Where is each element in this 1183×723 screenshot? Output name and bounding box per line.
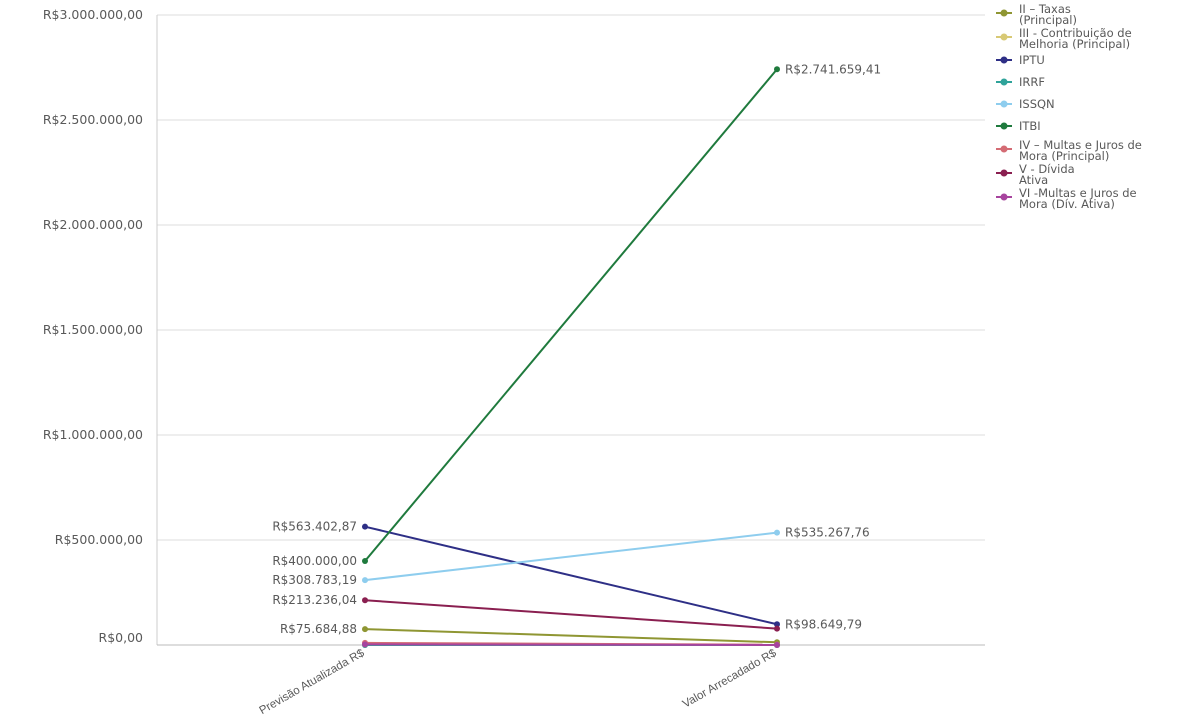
x-category-label: Previsão Atualizada R$ [258, 647, 367, 717]
legend-label: Mora (Principal) [1019, 149, 1109, 163]
data-point[interactable] [774, 642, 780, 648]
legend[interactable]: II – Taxas(Principal)III - Contribuição … [996, 2, 1142, 211]
series-segment [364, 531, 778, 582]
data-label: R$400.000,00 [272, 554, 357, 568]
y-tick-label: R$1.000.000,00 [43, 427, 143, 442]
legend-label: Melhoria (Principal) [1019, 37, 1130, 51]
legend-label: ITBI [1019, 119, 1041, 133]
data-point[interactable] [362, 558, 368, 564]
data-label: R$213.236,04 [272, 593, 357, 607]
legend-item[interactable]: IPTU [996, 53, 1045, 67]
legend-marker-dot [1000, 9, 1008, 17]
y-tick-labels: R$0,00 R$500.000,00 R$1.000.000,00 R$1.500.… [43, 7, 143, 645]
data-point[interactable] [362, 523, 368, 530]
legend-marker-dot [1000, 100, 1008, 108]
y-tick-label: R$2.500.000,00 [43, 112, 143, 127]
data-label: R$2.741.659,41 [785, 62, 881, 76]
legend-marker-dot [1000, 78, 1008, 86]
legend-marker-dot [1000, 169, 1008, 177]
y-tick-label: R$500.000,00 [55, 532, 143, 547]
series-segment [364, 628, 778, 644]
y-tick-label: R$1.500.000,00 [43, 322, 143, 337]
series-line[interactable] [362, 66, 780, 564]
legend-label: ISSQN [1019, 97, 1055, 111]
data-label: R$75.684,88 [280, 622, 357, 636]
x-category-label: Valor Arrecadado R$ [681, 647, 779, 711]
data-point[interactable] [774, 621, 780, 628]
data-point[interactable] [362, 641, 368, 648]
data-label: R$308.783,19 [272, 573, 357, 587]
legend-label: IRRF [1019, 75, 1045, 89]
x-tick-labels: Previsão Atualizada R$ Valor Arrecadado R… [258, 647, 779, 717]
data-label: R$535.267,76 [785, 526, 870, 540]
legend-label: Ativa [1019, 173, 1048, 187]
legend-label: IPTU [1019, 53, 1045, 67]
legend-marker-dot [1000, 33, 1008, 41]
y-tick-label: R$3.000.000,00 [43, 7, 143, 22]
series-segment [364, 68, 778, 562]
legend-label: IV – Multas e Juros de [1019, 138, 1142, 152]
data-point[interactable] [362, 597, 368, 604]
series-line[interactable] [362, 641, 780, 648]
data-label: R$563.402,87 [272, 520, 357, 534]
legend-label: (Principal) [1019, 13, 1077, 27]
data-label: R$98.649,79 [785, 617, 862, 631]
legend-item[interactable]: ITBI [996, 119, 1041, 133]
series [362, 66, 780, 648]
legend-label: VI -Multas e Juros de [1019, 186, 1137, 200]
legend-label: V - Dívida [1019, 162, 1075, 176]
series-line[interactable] [362, 597, 780, 632]
legend-item[interactable]: ISSQN [996, 97, 1055, 111]
legend-label: II – Taxas [1019, 2, 1071, 16]
data-labels: R$75.684,88 R$563.402,87 R$98.649,79 R$308.… [272, 62, 881, 636]
series-line[interactable] [362, 529, 780, 584]
series-segment [364, 599, 778, 630]
y-tick-label: R$0,00 [99, 630, 144, 645]
legend-marker-dot [1000, 122, 1008, 130]
data-point[interactable] [362, 626, 368, 633]
legend-label: III - Contribuição de [1019, 26, 1132, 40]
legend-marker-dot [1000, 145, 1008, 153]
series-segment [364, 525, 778, 626]
series-segment [364, 643, 778, 646]
data-point[interactable] [362, 577, 368, 584]
data-point[interactable] [774, 66, 780, 73]
series-line[interactable] [362, 523, 780, 628]
legend-marker-dot [1000, 56, 1008, 64]
legend-label: Mora (Dív. Ativa) [1019, 197, 1115, 211]
legend-item[interactable]: II – Taxas(Principal) [996, 2, 1077, 27]
legend-item[interactable]: IRRF [996, 75, 1045, 89]
data-point[interactable] [774, 529, 780, 536]
data-point[interactable] [774, 625, 780, 632]
gridlines [157, 14, 985, 541]
legend-marker-dot [1000, 193, 1008, 201]
y-tick-label: R$2.000.000,00 [43, 217, 143, 232]
